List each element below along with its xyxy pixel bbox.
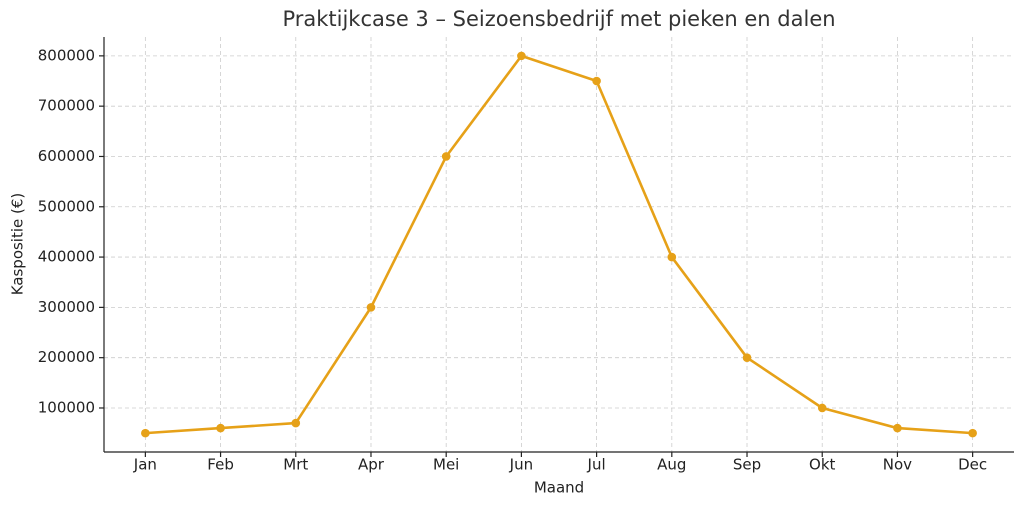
x-tick-label: Sep [733,456,761,474]
y-tick-label: 400000 [38,248,95,266]
x-tick-label: Feb [207,456,234,474]
point [968,428,977,438]
point [141,428,150,438]
x-tick-label: Dec [958,456,987,474]
point [592,76,601,86]
point [817,403,827,413]
x-tick-label: Jul [587,456,606,474]
y-tick-label: 700000 [38,97,95,115]
x-tick-label: Apr [358,456,385,474]
point [216,423,225,433]
x-tick-label: Aug [657,456,686,474]
x-axis-label: Maand [534,479,584,497]
y-tick-label: 200000 [38,348,95,366]
y-tick-label: 500000 [38,197,95,215]
point [893,423,902,433]
x-tick-label: Nov [883,456,912,474]
x-tick-label: Jun [509,456,533,474]
y-tick-label: 600000 [38,147,95,165]
point [517,51,526,61]
x-tick-label: Mei [433,456,459,474]
point [366,303,376,312]
y-tick-label: 300000 [38,298,95,316]
y-tick-label: 800000 [38,46,95,64]
line [145,54,973,435]
x-tick-label: Okt [809,456,835,474]
y-tick-label: 100000 [38,398,95,416]
x-tick-label: Jan [133,456,157,474]
y-axis-label: Kaspositie (€) [9,193,27,296]
point [291,418,301,428]
chart-title: Praktijkcase 3 – Seizoensbedrijf met pie… [282,7,835,31]
x-tick-label: Mrt [283,456,308,474]
point [742,353,752,362]
point [441,152,451,161]
point [667,252,677,262]
